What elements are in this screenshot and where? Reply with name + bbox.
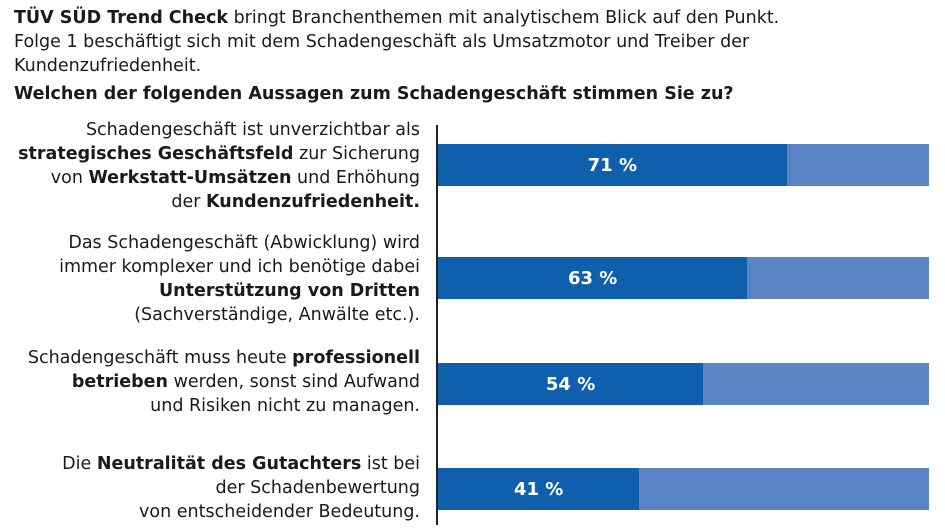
bar-total: 63 % xyxy=(438,257,929,299)
data-label: 54 % xyxy=(545,373,596,395)
bar-total: 41 % xyxy=(438,468,929,510)
data-label: 71 % xyxy=(587,154,637,176)
category-label: Schadengeschäft ist unverzichtbar als str… xyxy=(18,120,420,212)
category-label: Das Schadengeschäft (Abwicklung) wird imm… xyxy=(59,233,420,325)
data-label: 63 % xyxy=(567,267,618,289)
intro-line1: bringt Branchenthemen mit analytischem B… xyxy=(228,8,780,28)
category-label: Schadengeschäft muss heute professionell… xyxy=(27,348,420,416)
bar-total: 54 % xyxy=(438,363,929,405)
bar-agree: 63 % xyxy=(438,257,748,299)
category-label: Die Neutralität des Gutachters ist bei de… xyxy=(62,454,420,522)
y-axis-line xyxy=(436,125,438,525)
question-title: Welchen der folgenden Aussagen zum Schad… xyxy=(14,84,734,104)
bar-agree: 54 % xyxy=(438,363,704,405)
intro-text: TÜV SÜD Trend Check bringt Branchentheme… xyxy=(14,6,934,78)
bar-total: 71 % xyxy=(438,144,929,186)
brand-name: TÜV SÜD Trend Check xyxy=(14,8,228,28)
data-label: 41 % xyxy=(513,478,564,500)
bar-agree: 41 % xyxy=(438,468,640,510)
bar-agree: 71 % xyxy=(438,144,787,186)
intro-line2: Folge 1 beschäftigt sich mit dem Schaden… xyxy=(14,32,750,76)
